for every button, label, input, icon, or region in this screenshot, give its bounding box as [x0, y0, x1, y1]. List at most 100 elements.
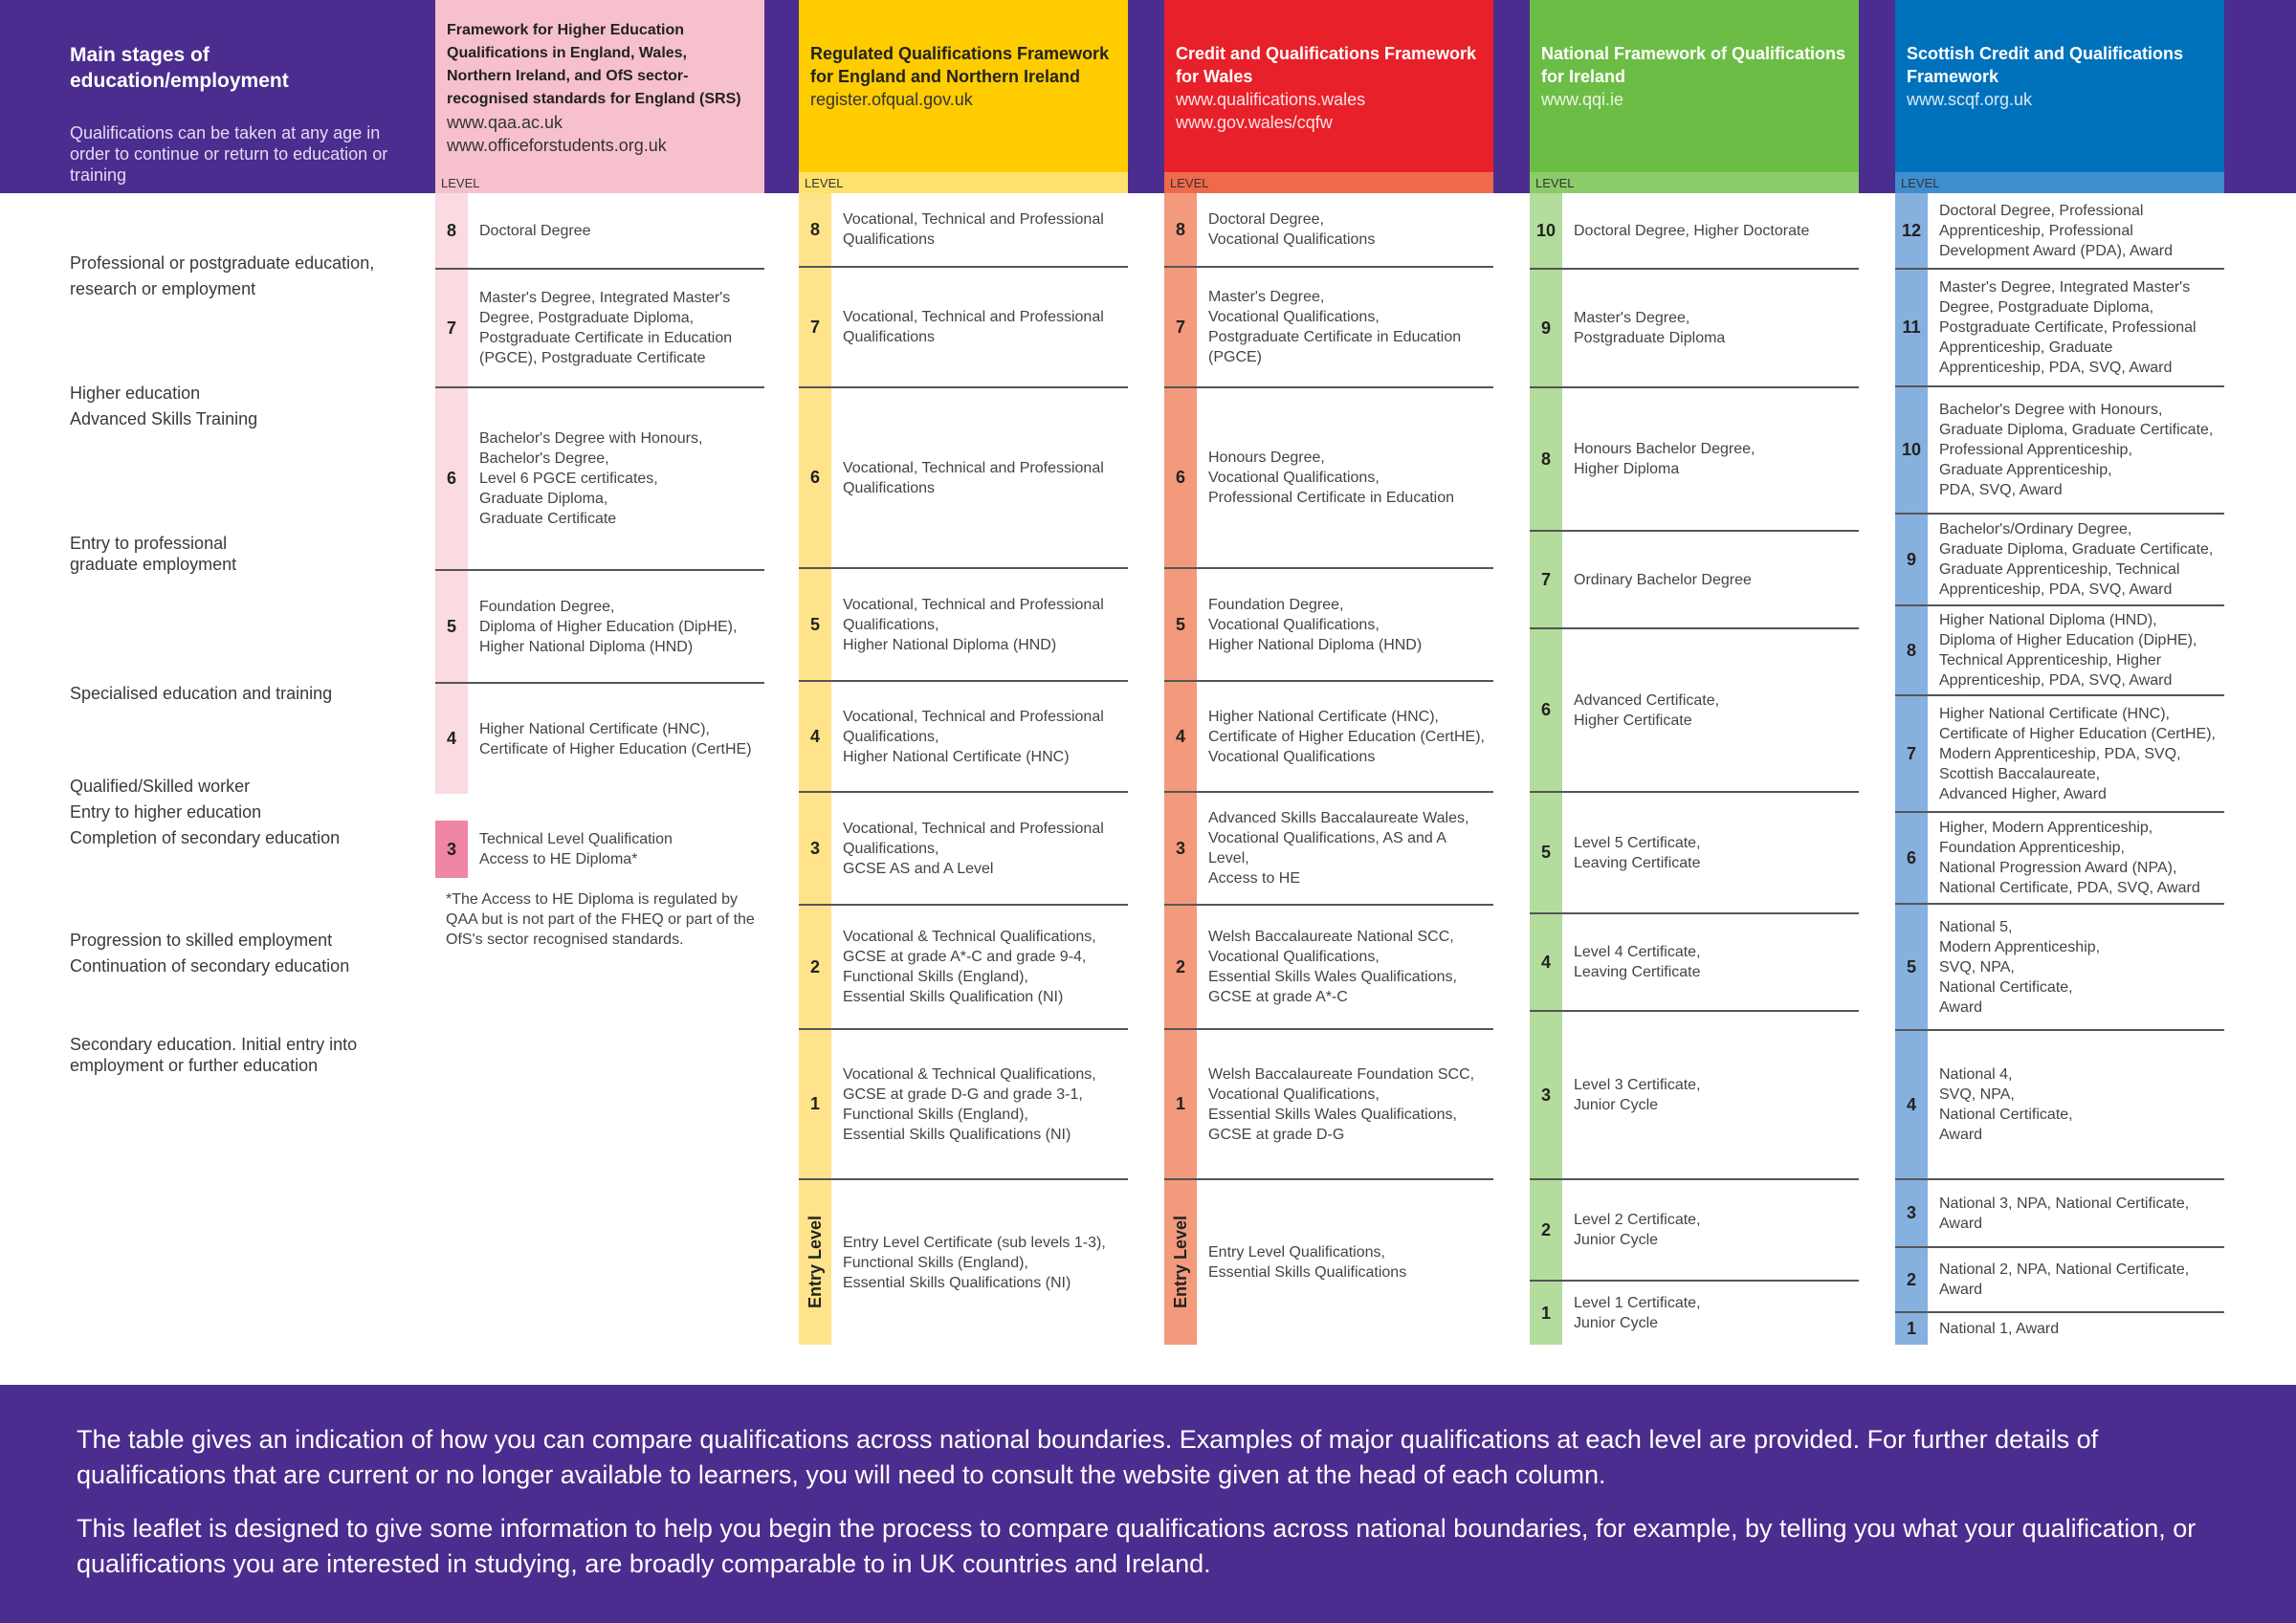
column-fheq-urls: www.qaa.ac.uk www.officeforstudents.org.…: [447, 113, 667, 155]
qualification-text: Advanced Skills Baccalaureate Wales, Voc…: [1208, 810, 1469, 887]
column-rqf-urls: register.ofqual.gov.uk: [810, 90, 973, 109]
level-number: 6: [1164, 388, 1197, 567]
level-number: 3: [435, 821, 468, 878]
level-row: 8 Honours Bachelor Degree, Higher Diploma: [1530, 388, 1859, 532]
level-number: 7: [1895, 696, 1928, 811]
level-number: 6: [1895, 813, 1928, 903]
level-number: 2: [1895, 1248, 1928, 1311]
level-row: 1 Level 1 Certificate, Junior Cycle: [1530, 1282, 1859, 1345]
stage-specialised: Specialised education and training: [70, 684, 333, 703]
qualification-text: Advanced Certificate, Higher Certificate: [1574, 691, 1720, 729]
main-stages-subtitle: Qualifications can be taken at any age i…: [70, 123, 388, 185]
column-nfq-header: National Framework of Qualifications for…: [1530, 0, 1859, 172]
column-fheq-header: Framework for Higher Education Qualifica…: [435, 0, 764, 172]
qualification-text: Vocational, Technical and Professional Q…: [843, 211, 1104, 248]
main-stages-title: Main stages of education/employment: [70, 44, 289, 92]
level-row: 9 Bachelor's/Ordinary Degree, Graduate Di…: [1895, 515, 2224, 606]
level-number: 8: [435, 193, 468, 268]
level-number: 3: [1164, 793, 1197, 904]
column-scqf-header: Scottish Credit and Qualifications Frame…: [1895, 0, 2224, 172]
stage-professional: Professional or postgraduate education, …: [70, 253, 375, 298]
stage-higher-education: Higher education Advanced Skills Trainin…: [70, 384, 258, 428]
qualification-text: Vocational & Technical Qualifications, G…: [843, 929, 1096, 1005]
qualification-text: Doctoral Degree: [479, 222, 591, 239]
level-row: 7 Ordinary Bachelor Degree: [1530, 532, 1859, 629]
level-row: 2 Vocational & Technical Qualifications, …: [799, 906, 1128, 1030]
qualification-text: Technical Level Qualification Access to …: [479, 831, 673, 867]
level-row: 3 Technical Level Qualification Access to…: [435, 821, 764, 878]
qualification-text: Higher National Certificate (HNC), Certi…: [1939, 705, 2216, 802]
level-number: 2: [1164, 906, 1197, 1028]
qualification-text: Bachelor's Degree with Honours, Graduate…: [1939, 402, 2214, 498]
level-row: 6 Bachelor's Degree with Honours, Bachelo…: [435, 388, 764, 571]
qualification-text: Foundation Degree, Diploma of Higher Edu…: [479, 598, 738, 655]
column-cqfw-header: Credit and Qualifications Framework for …: [1164, 0, 1493, 172]
level-row: 3 Advanced Skills Baccalaureate Wales, Vo…: [1164, 793, 1493, 906]
column-scqf-title: Scottish Credit and Qualifications Frame…: [1907, 44, 2184, 86]
level-number: 10: [1530, 193, 1562, 268]
qualification-text: National 1, Award: [1939, 1321, 2060, 1337]
fheq-footnote: *The Access to HE Diploma is regulated b…: [446, 891, 755, 948]
qualification-text: Entry Level Certificate (sub levels 1-3)…: [843, 1234, 1106, 1291]
level-row: 7 Higher National Certificate (HNC), Cert…: [1895, 696, 2224, 813]
column-rqf-header: Regulated Qualifications Framework for E…: [799, 0, 1128, 172]
level-number: 5: [799, 569, 831, 680]
footer-paragraph-1: The table gives an indication of how you…: [77, 1425, 2099, 1489]
qualification-text: Master's Degree, Integrated Master's Deg…: [479, 290, 733, 366]
qualification-text: National 5, Modern Apprenticeship, SVQ, …: [1939, 918, 2101, 1016]
qualification-text: Ordinary Bachelor Degree: [1574, 571, 1752, 588]
qualification-text: Doctoral Degree, Vocational Qualificatio…: [1208, 211, 1376, 248]
level-row: 12 Doctoral Degree, Professional Apprenti…: [1895, 193, 2224, 270]
qualification-text: Master's Degree, Integrated Master's Deg…: [1939, 279, 2197, 376]
column-cqfw-title: Credit and Qualifications Framework for …: [1176, 44, 1477, 86]
column-cqfw-urls: www.qualifications.wales www.gov.wales/c…: [1176, 90, 1366, 132]
level-row: 5 Level 5 Certificate, Leaving Certificat…: [1530, 793, 1859, 914]
level-row: 8 Vocational, Technical and Professional …: [799, 193, 1128, 268]
level-number: 10: [1895, 387, 1928, 513]
level-number: Entry Level: [799, 1180, 831, 1345]
level-number: 4: [1895, 1031, 1928, 1178]
column-fheq-title: Framework for Higher Education Qualifica…: [447, 22, 741, 107]
level-row: 3 Level 3 Certificate, Junior Cycle: [1530, 1012, 1859, 1180]
entry-level-label: Entry Level: [805, 1216, 825, 1309]
level-number: 2: [799, 906, 831, 1028]
qualification-text: Bachelor's/Ordinary Degree, Graduate Dip…: [1939, 521, 2214, 598]
level-row: 1 National 1, Award: [1895, 1313, 2224, 1345]
level-number: 6: [799, 388, 831, 567]
level-row: 2 National 2, NPA, National Certificate, …: [1895, 1248, 2224, 1313]
level-number: 8: [1530, 388, 1562, 530]
level-number: 6: [435, 388, 468, 569]
qualification-text: Vocational & Technical Qualifications, G…: [843, 1065, 1096, 1143]
qualification-text: Higher National Certificate (HNC), Certi…: [1208, 708, 1485, 765]
column-nfq-level-strip: LEVEL: [1530, 172, 1859, 193]
footer-band: [0, 1385, 2296, 1623]
level-row: 8 Doctoral Degree: [435, 193, 764, 270]
qualification-text: Level 3 Certificate, Junior Cycle: [1574, 1077, 1701, 1113]
qualification-text: Vocational, Technical and Professional Q…: [843, 820, 1104, 877]
qualification-text: Vocational, Technical and Professional Q…: [843, 708, 1104, 765]
level-row: 6 Advanced Certificate, Higher Certificat…: [1530, 629, 1859, 793]
level-number: 5: [1164, 569, 1197, 680]
qualification-text: Master's Degree, Postgraduate Diploma: [1574, 310, 1726, 346]
level-row: 3 Vocational, Technical and Professional …: [799, 793, 1128, 906]
column-fheq-level-strip: LEVEL: [435, 172, 764, 193]
level-number: 5: [1895, 905, 1928, 1029]
level-number: 7: [1164, 268, 1197, 386]
level-number: 5: [1530, 793, 1562, 912]
qualification-text: Level 1 Certificate, Junior Cycle: [1574, 1295, 1701, 1331]
level-number: 9: [1530, 270, 1562, 386]
level-row: 2 Level 2 Certificate, Junior Cycle: [1530, 1180, 1859, 1282]
level-row: 11 Master's Degree, Integrated Master's D…: [1895, 270, 2224, 387]
level-row: 7 Master's Degree, Vocational Qualificati…: [1164, 268, 1493, 388]
level-number: 8: [1164, 193, 1197, 266]
level-row: 8 Higher National Diploma (HND), Diploma …: [1895, 606, 2224, 696]
entry-level-label: Entry Level: [1170, 1216, 1190, 1309]
level-row: 3 National 3, NPA, National Certificate, …: [1895, 1180, 2224, 1248]
column-cqfw-level-strip: LEVEL: [1164, 172, 1493, 193]
footer-paragraph-2: This leaflet is designed to give some in…: [77, 1514, 2197, 1578]
level-number: 1: [799, 1030, 831, 1178]
level-row: 4 Higher National Certificate (HNC), Cert…: [435, 684, 764, 794]
qualification-text: Foundation Degree, Vocational Qualificat…: [1208, 596, 1423, 653]
level-row: 8 Doctoral Degree, Vocational Qualificati…: [1164, 193, 1493, 268]
qualification-text: Bachelor's Degree with Honours, Bachelor…: [479, 430, 703, 527]
